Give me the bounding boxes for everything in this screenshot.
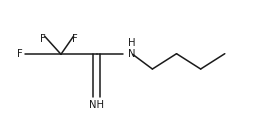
Text: NH: NH bbox=[89, 100, 104, 110]
Text: F: F bbox=[40, 34, 45, 44]
Text: F: F bbox=[17, 49, 23, 59]
Text: N: N bbox=[128, 49, 136, 59]
Text: H: H bbox=[128, 38, 136, 48]
Text: F: F bbox=[72, 34, 78, 44]
